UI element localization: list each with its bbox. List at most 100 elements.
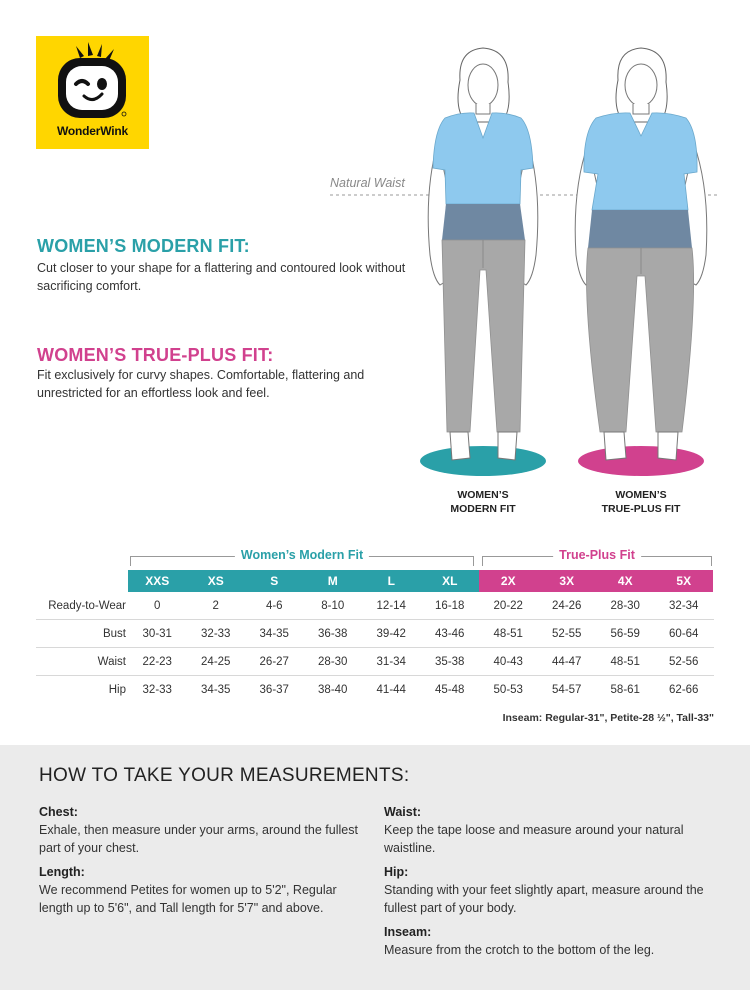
table-cell: 36-38 — [318, 628, 348, 640]
table-cell: 44-47 — [552, 656, 582, 668]
inseam-instruction: Inseam: Measure from the crotch to the b… — [384, 923, 704, 959]
table-cell: 48-51 — [610, 656, 640, 668]
size-header-cell: 3X — [537, 570, 596, 592]
table-cell: 20-22 — [493, 600, 523, 612]
chest-label: Chest: — [39, 805, 78, 819]
row-label: Waist — [97, 656, 126, 668]
modern-fit-figure — [420, 47, 546, 476]
plus-fit-group-header: True-Plus Fit — [482, 548, 712, 568]
table-cell: 40-43 — [493, 656, 523, 668]
modern-fit-caption-line2: MODERN FIT — [450, 503, 516, 515]
measurements-panel: HOW TO TAKE YOUR MEASUREMENTS: Chest: Ex… — [0, 745, 750, 990]
plus-fit-base — [578, 446, 704, 476]
table-cell: 62-66 — [669, 684, 699, 696]
size-header-cell: 5X — [654, 570, 713, 592]
chest-text: Exhale, then measure under your arms, ar… — [39, 823, 358, 855]
chest-instruction: Chest: Exhale, then measure under your a… — [39, 803, 359, 857]
row-label: Hip — [108, 684, 126, 696]
table-cell: 43-46 — [435, 628, 465, 640]
plus-fit-description: Fit exclusively for curvy shapes. Comfor… — [37, 368, 365, 400]
waist-text: Keep the tape loose and measure around y… — [384, 823, 684, 855]
modern-fit-group-label: Women’s Modern Fit — [234, 548, 370, 562]
fit-comparison-illustration — [330, 47, 720, 476]
table-cell: 28-30 — [610, 600, 640, 612]
hip-label: Hip: — [384, 865, 409, 879]
table-cell: 52-55 — [552, 628, 582, 640]
table-cell: 16-18 — [435, 600, 465, 612]
table-cell: 24-25 — [201, 656, 231, 668]
table-row: Ready-to-Wear 0 2 4-6 8-10 12-14 16-18 20-22 24-… — [36, 592, 714, 620]
table-cell: 2 — [212, 600, 219, 612]
size-header-cell: 4X — [596, 570, 655, 592]
table-cell: 45-48 — [435, 684, 465, 696]
length-label: Length: — [39, 865, 85, 879]
table-cell: 50-53 — [493, 684, 523, 696]
table-cell: 41-44 — [376, 684, 406, 696]
modern-fit-base — [420, 446, 546, 476]
waist-label: Waist: — [384, 805, 422, 819]
size-header-cell: 2X — [479, 570, 538, 592]
plus-fit-caption-line1: WOMEN’S — [615, 489, 667, 501]
modern-fit-caption: WOMEN’S MODERN FIT — [413, 488, 553, 516]
table-cell: 39-42 — [376, 628, 406, 640]
table-cell: 32-33 — [201, 628, 231, 640]
inseam-note: Inseam: Regular-31", Petite-28 ½", Tall-… — [502, 712, 714, 724]
size-header-cell: XS — [186, 570, 245, 592]
plus-fit-title: WOMEN’S TRUE-PLUS FIT: — [37, 345, 274, 365]
plus-fit-group-label: True-Plus Fit — [553, 548, 641, 562]
table-cell: 8-10 — [321, 600, 345, 612]
table-cell: 12-14 — [376, 600, 406, 612]
table-cell: 34-35 — [201, 684, 231, 696]
plus-fit-figure — [574, 47, 708, 476]
brand-name: WonderWink — [56, 124, 128, 138]
brand-logo: WonderWink — [36, 36, 149, 149]
table-row: Waist 22-23 24-25 26-27 28-30 31-34 35-38 40-43… — [36, 648, 714, 676]
table-cell: 0 — [154, 600, 161, 612]
size-header-row: XXS XS S M L XL 2X 3X 4X 5X — [36, 570, 713, 592]
length-text: We recommend Petites for women up to 5'2… — [39, 883, 337, 915]
table-cell: 48-51 — [493, 628, 523, 640]
measurements-title: HOW TO TAKE YOUR MEASUREMENTS: — [39, 765, 410, 786]
size-header-cell: XXS — [128, 570, 187, 592]
inseam-text: Measure from the crotch to the bottom of… — [384, 943, 655, 957]
table-cell: 28-30 — [318, 656, 348, 668]
modern-fit-caption-line1: WOMEN’S — [457, 489, 509, 501]
size-header-cell: M — [303, 570, 362, 592]
length-instruction: Length: We recommend Petites for women u… — [39, 863, 359, 917]
size-header-cell: S — [245, 570, 304, 592]
table-cell: 52-56 — [669, 656, 699, 668]
table-cell: 58-61 — [610, 684, 640, 696]
table-cell: 60-64 — [669, 628, 699, 640]
table-cell: 36-37 — [259, 684, 289, 696]
table-cell: 34-35 — [259, 628, 289, 640]
row-label: Ready-to-Wear — [48, 600, 126, 612]
hip-text: Standing with your feet slightly apart, … — [384, 883, 704, 915]
plus-fit-caption-line2: TRUE-PLUS FIT — [601, 503, 681, 515]
inseam-label: Inseam: — [384, 925, 432, 939]
size-header-cell: XL — [420, 570, 479, 592]
row-label: Bust — [102, 628, 126, 640]
table-cell: 26-27 — [259, 656, 289, 668]
modern-fit-title: WOMEN’S MODERN FIT: — [37, 236, 250, 256]
modern-fit-group-header: Women’s Modern Fit — [130, 548, 474, 568]
natural-waist-label: Natural Waist — [330, 176, 405, 190]
table-cell: 4-6 — [265, 600, 283, 612]
table-cell: 32-33 — [142, 684, 172, 696]
table-cell: 38-40 — [318, 684, 348, 696]
size-header-cell: L — [362, 570, 421, 592]
table-cell: 31-34 — [376, 656, 406, 668]
waist-instruction: Waist: Keep the tape loose and measure a… — [384, 803, 704, 857]
table-cell: 54-57 — [552, 684, 582, 696]
table-cell: 32-34 — [669, 600, 699, 612]
table-row: Bust 30-31 32-33 34-35 36-38 39-42 43-46 48-51 5… — [36, 620, 714, 648]
table-cell: 22-23 — [142, 656, 172, 668]
hip-instruction: Hip: Standing with your feet slightly ap… — [384, 863, 704, 917]
plus-fit-caption: WOMEN’S TRUE-PLUS FIT — [571, 488, 711, 516]
table-cell: 35-38 — [435, 656, 465, 668]
table-cell: 30-31 — [142, 628, 172, 640]
table-row: Hip 32-33 34-35 36-37 38-40 41-44 45-48 50-53 54… — [36, 676, 714, 704]
table-cell: 56-59 — [610, 628, 640, 640]
modern-fit-description: Cut closer to your shape for a flatterin… — [37, 261, 406, 293]
wonderwink-face-icon — [58, 42, 127, 118]
table-cell: 24-26 — [552, 600, 582, 612]
